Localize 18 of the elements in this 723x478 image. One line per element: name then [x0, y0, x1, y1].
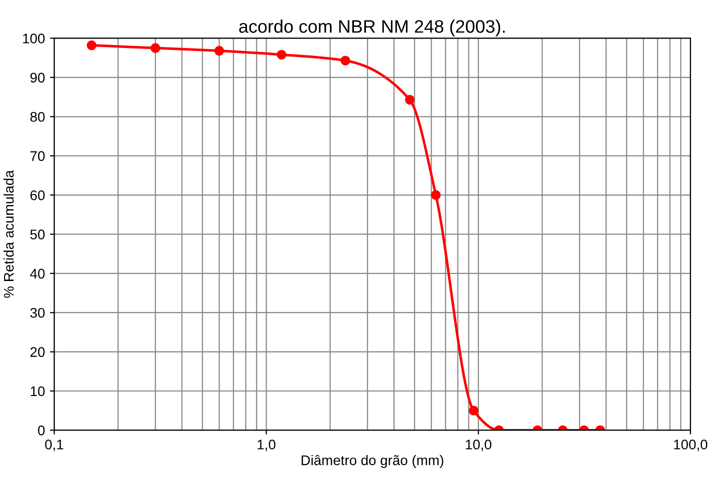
x-tick-label: 1,0	[258, 440, 276, 452]
x-tick-label: 100,0	[674, 440, 708, 452]
y-tick-label: 60	[30, 190, 45, 200]
y-tick-label: 40	[30, 268, 45, 279]
y-tick-label: 100	[23, 34, 45, 44]
chart-title: acordo com NBR NM 248 (2003).	[239, 20, 505, 36]
y-tick-label: 50	[30, 230, 45, 240]
y-axis-title: % Retida acumulada	[4, 170, 14, 298]
y-tick-label: 90	[30, 72, 45, 83]
y-tick-label: 30	[30, 308, 45, 318]
x-axis-title: Diâmetro do grão (mm)	[302, 454, 444, 468]
x-tick-label: 0,1	[45, 440, 64, 452]
x-tick-label: 10,0	[466, 440, 492, 452]
y-tick-label: 70	[30, 151, 45, 161]
y-tick-label: 10	[30, 386, 45, 396]
y-tick-label: 0	[38, 426, 45, 436]
y-tick-label: 80	[30, 112, 45, 122]
y-tick-label: 20	[30, 347, 45, 357]
